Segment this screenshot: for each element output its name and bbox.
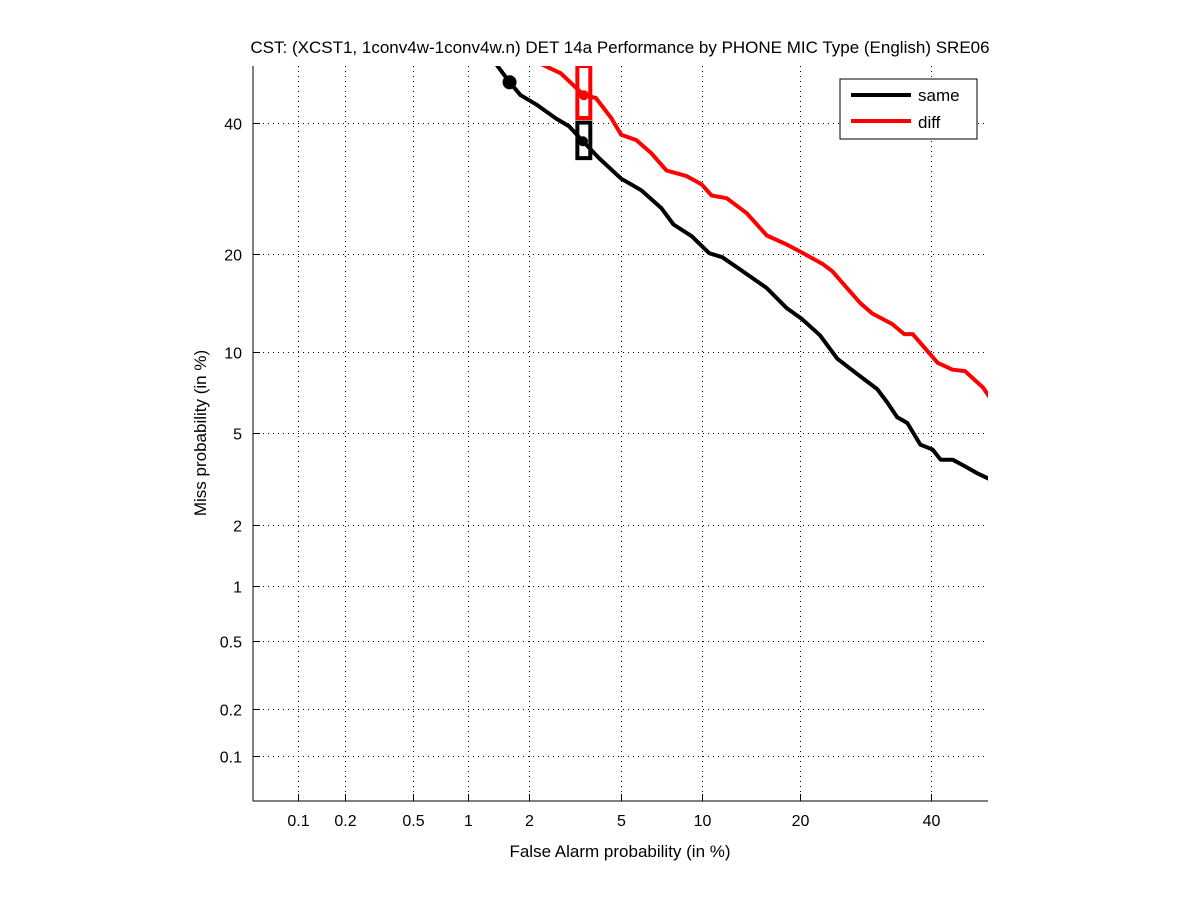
actual-dcf-marker-same <box>577 136 588 147</box>
x-tick-label: 1 <box>464 813 473 830</box>
confidence-box-diff <box>575 66 593 120</box>
legend-box <box>839 78 978 140</box>
y-tick-label: 0.1 <box>220 750 242 767</box>
x-tick-label: 20 <box>792 813 810 830</box>
y-tick-label: 40 <box>224 117 242 134</box>
legend-label-diff: diff <box>918 113 941 132</box>
legend: same diff <box>839 78 978 140</box>
y-tick-label: 0.5 <box>220 635 242 652</box>
x-tick-label: 5 <box>617 813 626 830</box>
x-tick-label: 0.1 <box>287 813 309 830</box>
plot-area <box>253 66 988 801</box>
y-tick-label: 5 <box>233 427 242 444</box>
y-tick-label: 10 <box>224 346 242 363</box>
series-line-same <box>495 66 988 481</box>
x-tick-label: 40 <box>923 813 941 830</box>
x-tick-label: 0.5 <box>402 813 424 830</box>
y-axis-title: Miss probability (in %) <box>191 350 210 516</box>
x-tick-label: 0.2 <box>334 813 356 830</box>
x-ticks: 0.1 0.2 0.5 1 2 5 10 20 40 <box>287 794 941 830</box>
confidence-box-same <box>575 120 593 161</box>
y-tick-label: 20 <box>224 248 242 265</box>
series-line-diff <box>540 66 988 399</box>
legend-label-same: same <box>918 86 960 105</box>
series-layer <box>495 66 988 481</box>
y-tick-label: 1 <box>233 580 242 597</box>
y-tick-label: 0.2 <box>220 703 242 720</box>
x-tick-label: 2 <box>525 813 534 830</box>
y-ticks: 0.1 0.2 0.5 1 2 5 10 20 40 <box>220 117 260 767</box>
x-tick-label: 10 <box>694 813 712 830</box>
chart-title: CST: (XCST1, 1conv4w-1conv4w.n) DET 14a … <box>250 38 989 57</box>
x-axis-title: False Alarm probability (in %) <box>509 842 730 861</box>
actual-dcf-marker-diff <box>578 90 589 101</box>
y-tick-label: 2 <box>233 519 242 536</box>
min-dcf-marker-same <box>502 75 517 90</box>
